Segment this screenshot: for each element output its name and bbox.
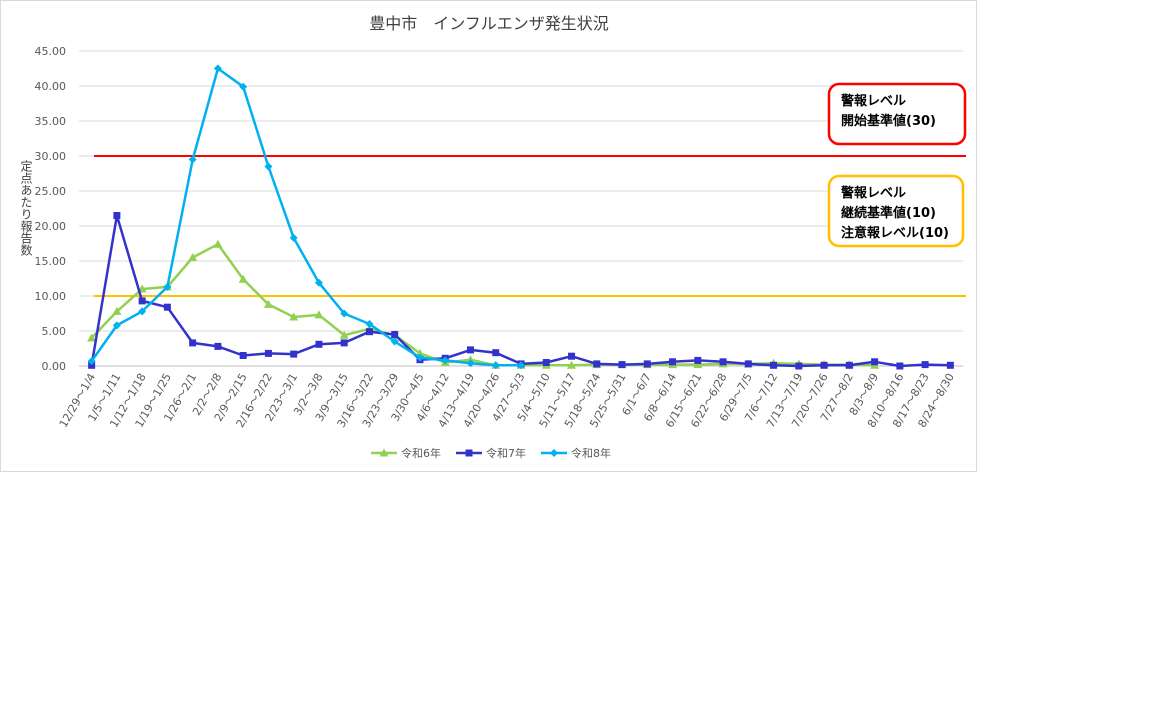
series-line: [90, 242, 875, 367]
data-point: [618, 361, 626, 369]
legend-label: 令和6年: [401, 446, 441, 460]
data-point: [339, 330, 349, 339]
series-令和7年: [88, 212, 954, 370]
data-point: [264, 349, 272, 357]
data-point: [112, 321, 121, 330]
data-point: [238, 274, 248, 283]
y-tick-label: 30.00: [35, 150, 67, 163]
data-point: [314, 310, 324, 319]
x-tick-labels: 12/29～1/41/5～1/111/12～1/181/19～1/251/26～…: [57, 371, 957, 430]
annotation-box: [827, 174, 965, 248]
data-point: [163, 303, 171, 311]
y-tick-label: 15.00: [35, 255, 67, 268]
data-point: [550, 449, 558, 457]
data-point: [112, 306, 122, 315]
data-point: [214, 342, 222, 350]
y-axis-label: 定点あたり報告数: [19, 159, 33, 257]
data-point: [693, 360, 703, 369]
data-point: [365, 328, 373, 336]
data-point: [441, 356, 450, 365]
data-point: [466, 346, 474, 354]
y-tick-labels: 0.00 5.00 10.00 15.00 20.00 25.00 30.00 35.00 40…: [35, 45, 67, 373]
y-tick-label: 0.00: [42, 360, 67, 373]
data-point: [379, 448, 389, 457]
data-point: [795, 362, 803, 370]
data-point: [213, 64, 222, 73]
data-point: [315, 340, 323, 348]
data-point: [163, 282, 172, 291]
data-point: [491, 361, 500, 370]
y-tick-label: 10.00: [35, 290, 67, 303]
data-point: [188, 155, 197, 164]
data-point: [239, 352, 247, 359]
data-point: [188, 253, 198, 261]
annotation-text: 警報レベル: [841, 93, 906, 109]
data-point: [189, 339, 197, 347]
annotation-text: 開始基準値(30): [841, 113, 936, 129]
annotation-box: [827, 82, 967, 146]
legend-label: 令和8年: [571, 446, 611, 460]
data-point: [845, 361, 853, 369]
data-point: [289, 233, 298, 242]
data-point: [314, 278, 323, 287]
data-point: [871, 358, 879, 366]
data-point: [340, 309, 349, 318]
data-point: [593, 360, 601, 368]
data-point: [415, 353, 424, 362]
annotation-text: 注意報レベル(10): [841, 225, 949, 241]
data-point: [542, 359, 550, 366]
y-tick-label: 5.00: [42, 325, 67, 338]
series-令和8年: [87, 64, 525, 370]
data-point: [921, 361, 929, 369]
data-point: [517, 361, 525, 370]
chart-frame: [0, 0, 977, 472]
y-tick-label: 45.00: [35, 45, 67, 58]
data-point: [567, 360, 577, 369]
data-point: [820, 361, 828, 369]
data-point: [113, 212, 121, 219]
data-point: [138, 307, 147, 316]
data-point: [390, 337, 399, 346]
y-tick-label: 20.00: [35, 220, 67, 233]
annotation-text: 警報レベル: [841, 185, 906, 201]
data-point: [213, 239, 223, 248]
y-tick-label: 25.00: [35, 185, 67, 198]
data-point: [263, 299, 273, 308]
data-point: [643, 360, 651, 368]
data-point: [694, 356, 702, 364]
data-point: [264, 162, 273, 171]
data-point: [87, 333, 97, 342]
data-point: [719, 358, 727, 366]
data-point: [568, 352, 576, 360]
data-point: [340, 339, 348, 347]
data-point: [466, 359, 475, 368]
data-point: [896, 362, 904, 370]
data-point: [138, 297, 146, 305]
data-point: [669, 358, 677, 366]
reference-lines: [94, 155, 966, 297]
data-point: [465, 449, 473, 457]
data-point: [744, 360, 752, 368]
series-line: [90, 67, 521, 367]
data-point: [770, 361, 778, 369]
annotation-text: 継続基準値(10): [841, 205, 936, 221]
data-point: [239, 82, 248, 91]
y-tick-label: 40.00: [35, 80, 67, 93]
data-point: [946, 361, 954, 369]
y-tick-label: 35.00: [35, 115, 67, 128]
series-令和6年: [87, 239, 880, 369]
legend-label: 令和7年: [486, 446, 526, 460]
data-point: [87, 357, 96, 366]
data-point: [391, 331, 399, 338]
legend: 令和6年 令和7年 令和8年: [371, 446, 611, 460]
data-point: [289, 312, 299, 321]
series-layer: [87, 64, 954, 370]
data-point: [290, 350, 298, 358]
chart-title: 豊中市 インフルエンザ発生状況: [369, 14, 609, 33]
data-point: [88, 361, 96, 369]
data-point: [492, 349, 500, 357]
data-point: [365, 320, 374, 328]
